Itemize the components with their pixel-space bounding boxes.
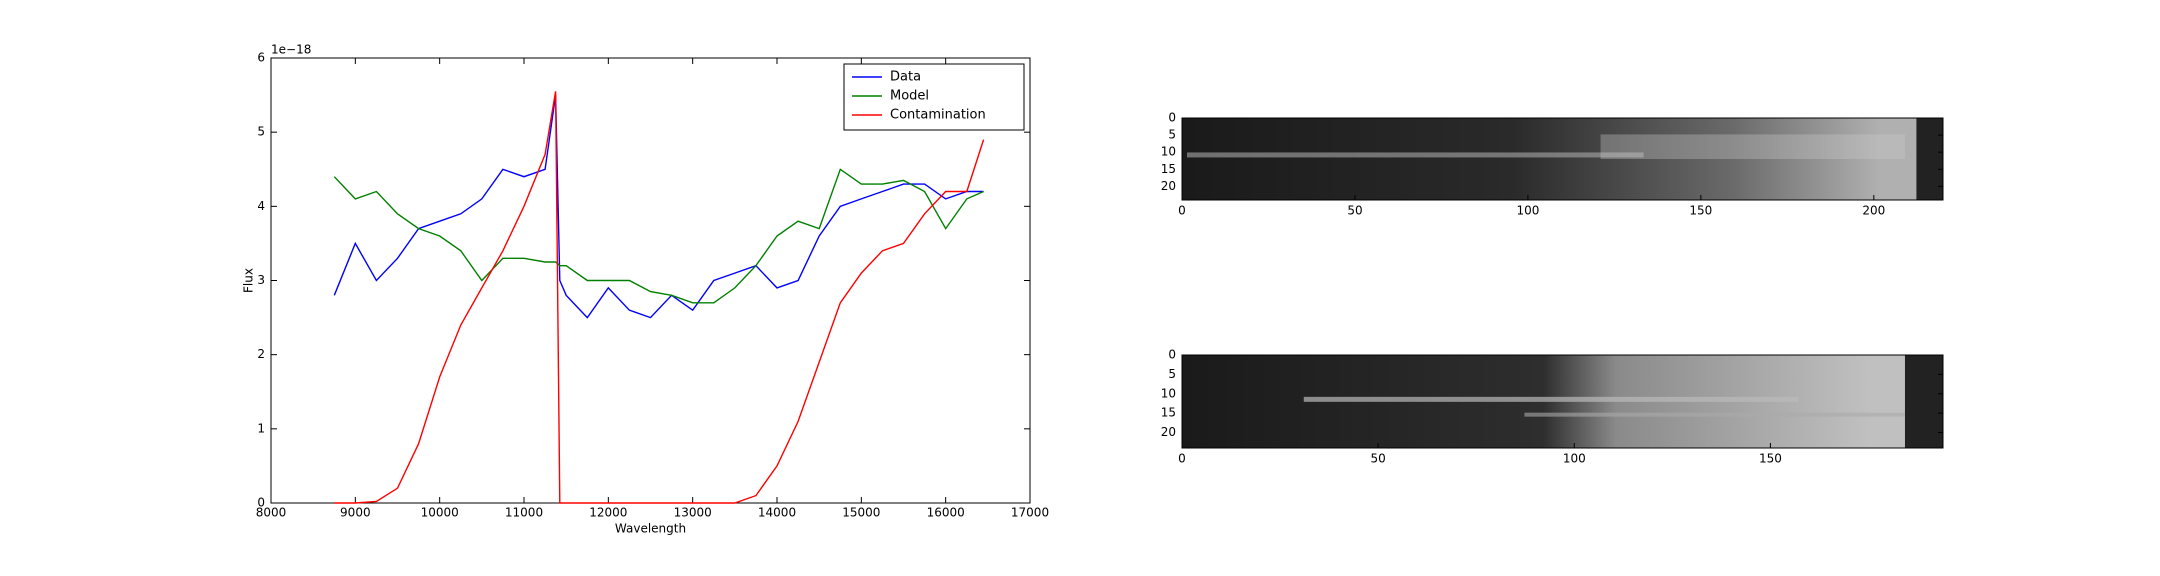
y-tick-label: 0 (1168, 111, 1176, 125)
y-tick-label: 4 (257, 199, 265, 213)
x-tick-label: 200 (1862, 204, 1885, 218)
y-offset-label: 1e−18 (271, 43, 311, 57)
y-tick-label: 5 (257, 125, 265, 139)
legend-label: Model (890, 89, 929, 104)
x-tick-label: 100 (1516, 204, 1539, 218)
x-tick-label: 15000 (842, 506, 880, 520)
x-tick-label: 8000 (256, 506, 287, 520)
image-frame (1181, 117, 1944, 201)
y-tick-label: 10 (1161, 386, 1176, 400)
x-tick-label: 150 (1759, 452, 1782, 466)
legend-label: Data (890, 70, 921, 85)
x-tick-label: 12000 (589, 506, 627, 520)
y-tick-label: 10 (1161, 145, 1176, 159)
series-line (333, 95, 984, 319)
legend-box (843, 63, 1025, 131)
x-tick-label: 16000 (927, 506, 965, 520)
series-line (334, 91, 985, 504)
y-tick-label: 15 (1161, 162, 1176, 176)
y-tick-label: 2 (257, 347, 265, 361)
y-tick-label: 5 (1168, 367, 1176, 381)
y-axis-label: Flux (242, 268, 256, 293)
x-tick-label: 13000 (674, 506, 712, 520)
series-line (333, 168, 984, 304)
x-tick-label: 17000 (1011, 506, 1049, 520)
x-tick-label: 10000 (421, 506, 459, 520)
x-tick-label: 100 (1563, 452, 1586, 466)
x-tick-label: 50 (1370, 452, 1385, 466)
y-tick-label: 3 (257, 273, 265, 287)
y-tick-label: 0 (1168, 348, 1176, 362)
y-tick-label: 15 (1161, 406, 1176, 420)
y-tick-label: 20 (1161, 425, 1176, 439)
spectrum-image (1182, 355, 1943, 448)
x-tick-label: 11000 (505, 506, 543, 520)
x-tick-label: 0 (1178, 452, 1186, 466)
y-tick-label: 0 (257, 496, 265, 510)
y-tick-label: 6 (257, 51, 265, 65)
y-tick-label: 1 (257, 421, 265, 435)
x-tick-label: 14000 (758, 506, 796, 520)
x-tick-label: 150 (1689, 204, 1712, 218)
y-tick-label: 5 (1168, 128, 1176, 142)
x-axis-label: Wavelength (615, 522, 686, 536)
legend-label: Contamination (890, 108, 986, 123)
image-frame (1181, 354, 1944, 449)
spectrum-image (1182, 118, 1943, 200)
x-tick-label: 9000 (340, 506, 371, 520)
x-tick-label: 0 (1178, 204, 1186, 218)
y-tick-label: 20 (1161, 179, 1176, 193)
x-tick-label: 50 (1347, 204, 1362, 218)
